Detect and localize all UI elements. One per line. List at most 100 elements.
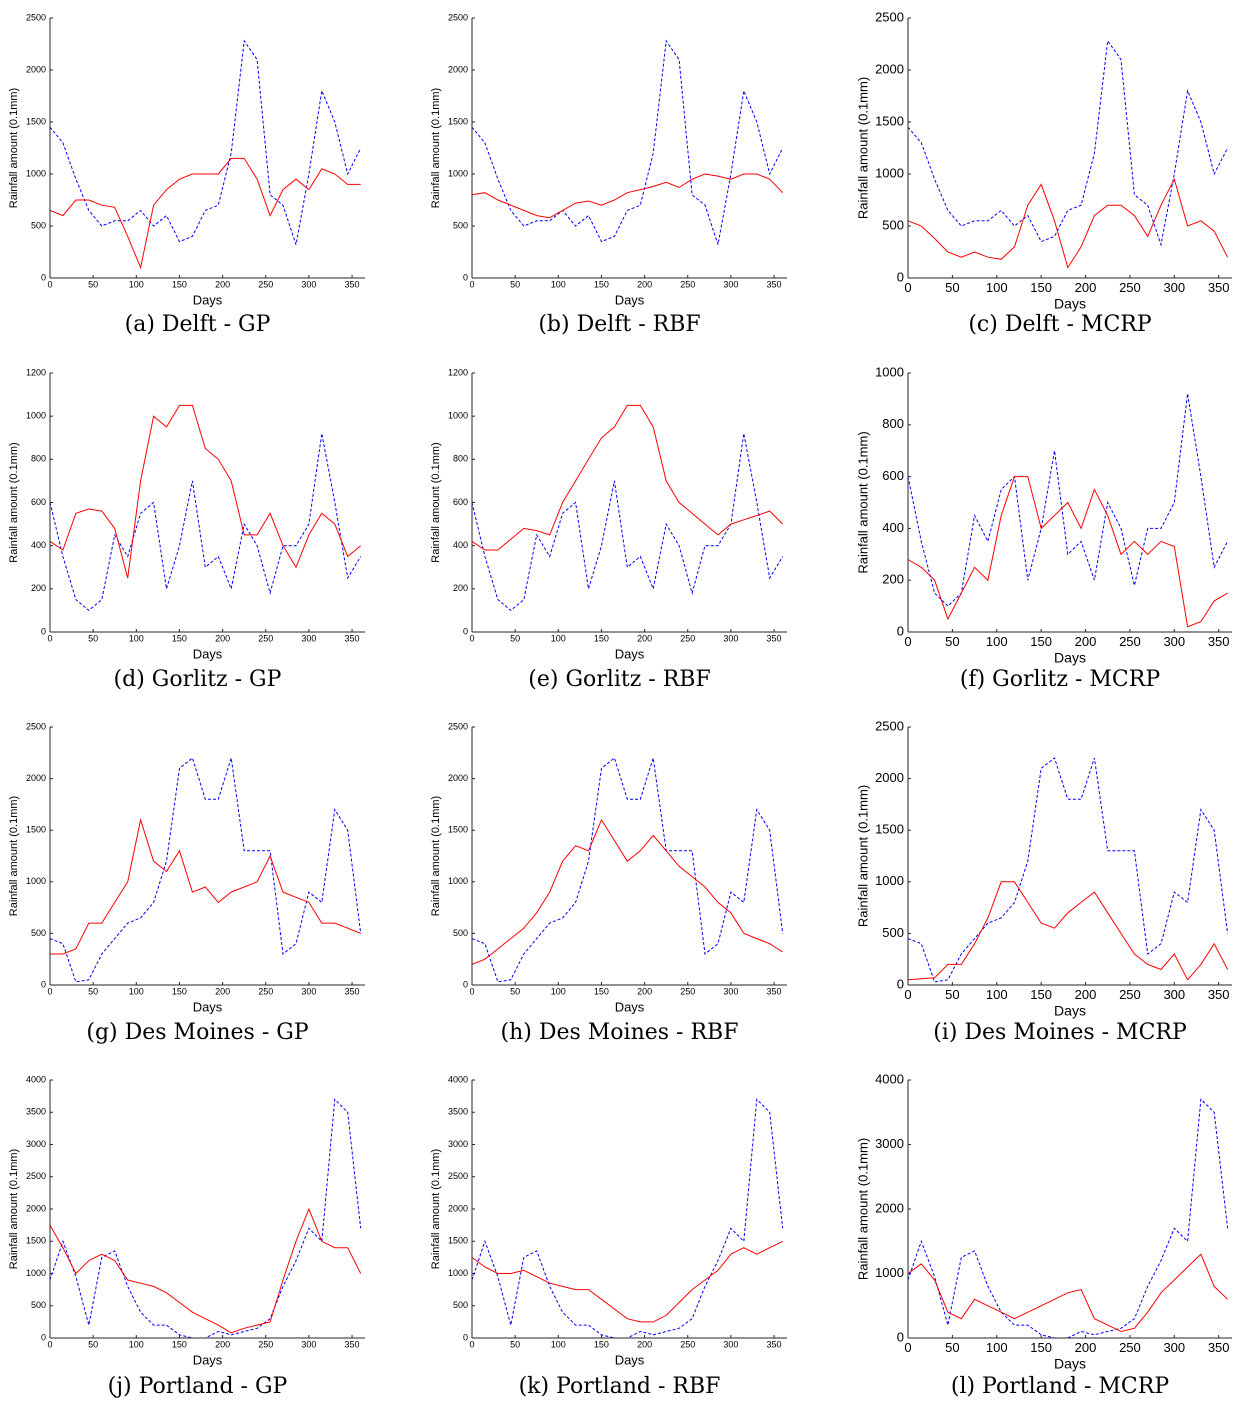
y-tick-label: 500 [31, 928, 46, 938]
y-tick-label: 2500 [875, 9, 904, 24]
y-tick-label: 2000 [448, 773, 468, 783]
x-axis-label: Days [615, 999, 645, 1014]
y-axis-label: Rainfall amount (0.1mm) [8, 442, 20, 562]
y-tick-label: 2500 [448, 12, 468, 22]
y-tick-label: 0 [41, 979, 46, 989]
x-tick-label: 250 [680, 987, 695, 997]
y-tick-label: 2500 [26, 1171, 46, 1181]
x-tick-label: 150 [1030, 634, 1052, 649]
y-tick-label: 1500 [875, 822, 904, 837]
y-tick-label: 2000 [26, 773, 46, 783]
x-tick-label: 100 [551, 634, 566, 644]
x-tick-label: 150 [1030, 1340, 1052, 1355]
x-tick-label: 250 [258, 987, 273, 997]
y-axis-label: Rainfall amount (0.1mm) [430, 796, 442, 916]
x-tick-label: 0 [469, 280, 474, 290]
data-line [471, 1098, 784, 1339]
x-tick-label: 150 [594, 280, 609, 290]
y-tick-label: 0 [897, 269, 904, 284]
x-tick-label: 300 [1163, 987, 1185, 1002]
x-tick-label: 200 [1075, 987, 1097, 1002]
x-tick-label: 300 [723, 987, 738, 997]
data-line [49, 157, 361, 270]
caption: (g) Des Moines - GP [86, 1020, 308, 1045]
y-tick-label: 1000 [448, 411, 468, 421]
x-tick-label: 250 [1119, 280, 1141, 295]
x-tick-label: 350 [345, 987, 360, 997]
y-tick-label: 1500 [26, 825, 46, 835]
data-line [907, 39, 1229, 247]
y-axis-label: Rainfall amount (0.1mm) [8, 1149, 20, 1269]
data-line [50, 817, 361, 955]
x-tick-label: 200 [637, 987, 652, 997]
x-tick-label: 50 [945, 1340, 959, 1355]
caption: (e) Gorlitz - RBF [528, 667, 710, 692]
y-axis-label: Rainfall amount (0.1mm) [855, 1138, 870, 1280]
y-tick-label: 1500 [26, 1236, 46, 1246]
x-tick-label: 0 [904, 634, 911, 649]
y-tick-label: 600 [882, 468, 904, 483]
y-tick-label: 3500 [448, 1107, 468, 1117]
y-tick-label: 1000 [875, 364, 904, 379]
y-tick-label: 4000 [448, 1074, 468, 1084]
x-tick-label: 350 [345, 634, 360, 644]
x-tick-label: 150 [172, 634, 187, 644]
x-tick-label: 250 [1119, 987, 1141, 1002]
data-line [471, 404, 784, 551]
y-tick-label: 200 [453, 583, 468, 593]
y-tick-label: 2000 [26, 64, 46, 74]
x-tick-label: 350 [345, 280, 360, 290]
data-line [907, 476, 1228, 628]
x-tick-label: 200 [215, 1340, 230, 1350]
x-tick-label: 250 [258, 634, 273, 644]
y-tick-label: 0 [41, 1332, 46, 1342]
y-tick-label: 1000 [875, 1265, 904, 1280]
data-line [49, 757, 362, 983]
x-axis-label: Days [1054, 650, 1086, 666]
x-tick-label: 350 [1208, 280, 1230, 295]
y-tick-label: 800 [31, 454, 46, 464]
y-tick-label: 500 [31, 1300, 46, 1310]
y-tick-label: 2500 [26, 721, 46, 731]
x-tick-label: 200 [637, 634, 652, 644]
x-tick-label: 300 [723, 634, 738, 644]
x-tick-label: 350 [767, 1340, 782, 1350]
x-tick-label: 300 [1163, 1340, 1185, 1355]
y-tick-label: 1500 [448, 1236, 468, 1246]
y-tick-label: 0 [41, 272, 46, 282]
x-tick-label: 0 [47, 987, 52, 997]
x-tick-label: 100 [551, 280, 566, 290]
y-tick-label: 400 [31, 540, 46, 550]
x-tick-label: 50 [88, 1340, 98, 1350]
y-tick-label: 0 [463, 272, 468, 282]
y-axis-label: Rainfall amount (0.1mm) [855, 785, 870, 927]
y-tick-label: 1000 [875, 873, 904, 888]
y-tick-label: 0 [897, 623, 904, 638]
y-tick-label: 1000 [26, 1268, 46, 1278]
x-tick-label: 150 [594, 634, 609, 644]
y-tick-label: 1000 [448, 168, 468, 178]
y-tick-label: 3000 [448, 1139, 468, 1149]
x-tick-label: 0 [904, 280, 911, 295]
data-line [471, 173, 784, 219]
y-tick-label: 2500 [448, 1171, 468, 1181]
x-tick-label: 250 [680, 634, 695, 644]
x-tick-label: 50 [510, 280, 520, 290]
x-tick-label: 100 [986, 987, 1008, 1002]
y-tick-label: 200 [31, 583, 46, 593]
y-tick-label: 2000 [26, 1203, 46, 1213]
y-tick-label: 1500 [448, 116, 468, 126]
x-tick-label: 0 [47, 1340, 52, 1350]
y-tick-label: 1000 [875, 165, 904, 180]
caption: (k) Portland - RBF [519, 1374, 721, 1399]
x-axis-label: Days [1054, 1356, 1086, 1372]
x-tick-label: 250 [1119, 1340, 1141, 1355]
y-tick-label: 1200 [448, 367, 468, 377]
data-line [907, 1098, 1229, 1339]
y-tick-label: 1200 [26, 367, 46, 377]
y-axis-label: Rainfall amount (0.1mm) [855, 431, 870, 573]
y-tick-label: 2000 [448, 1203, 468, 1213]
y-tick-label: 1000 [26, 876, 46, 886]
caption: (f) Gorlitz - MCRP [960, 667, 1160, 692]
y-tick-label: 2500 [875, 718, 904, 733]
